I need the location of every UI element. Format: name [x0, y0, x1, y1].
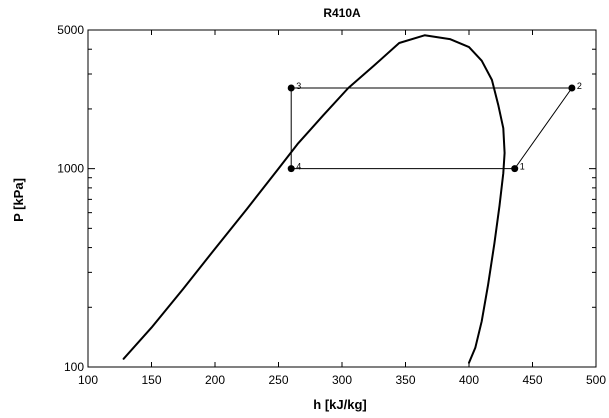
state-point-label-3: 3 — [296, 81, 301, 91]
y-tick-label: 5000 — [57, 23, 84, 37]
state-point-4 — [287, 165, 295, 173]
y-axis-ticks: 100 1000 5000 — [57, 23, 596, 374]
x-tick-label: 150 — [141, 373, 161, 387]
state-point-label-2: 2 — [577, 81, 582, 91]
x-axis-label: h [kJ/kg] — [313, 397, 366, 412]
x-tick-label: 350 — [395, 373, 415, 387]
state-point-label-1: 1 — [520, 162, 525, 172]
saturation-dome-line — [122, 34, 506, 364]
state-point-2 — [568, 84, 576, 92]
x-tick-label: 100 — [78, 373, 98, 387]
x-tick-label: 400 — [459, 373, 479, 387]
x-tick-label: 200 — [205, 373, 225, 387]
plot-series: 1 2 3 4 — [122, 34, 582, 364]
x-tick-label: 300 — [332, 373, 352, 387]
x-tick-label: 500 — [586, 373, 606, 387]
cycle-segment-1-2 — [514, 87, 573, 169]
x-tick-label: 250 — [268, 373, 288, 387]
state-point-1 — [511, 165, 519, 173]
plot-area-frame — [87, 29, 597, 368]
y-tick-label: 1000 — [57, 162, 84, 176]
y-axis-label: P [kPa] — [11, 178, 26, 222]
state-point-3 — [287, 84, 295, 92]
state-point-label-4: 4 — [296, 162, 301, 172]
y-tick-label: 100 — [64, 360, 84, 374]
chart-title: R410A — [323, 6, 361, 20]
x-tick-label: 450 — [522, 373, 542, 387]
x-axis-ticks: 100 150 200 250 300 350 400 450 500 — [78, 30, 606, 387]
